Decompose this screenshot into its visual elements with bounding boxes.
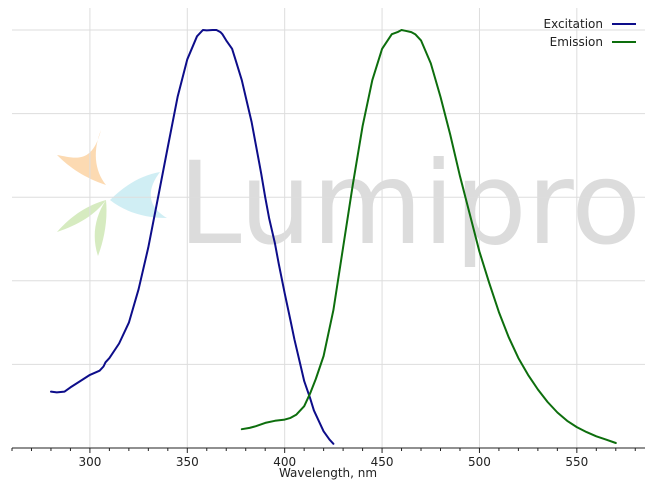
x-tick-label: 450 — [371, 455, 394, 469]
series-line-excitation — [50, 29, 335, 445]
x-axis-label: Wavelength, nm — [279, 466, 377, 480]
series-line-emission — [240, 29, 617, 444]
watermark-petal-cyan — [110, 172, 167, 218]
x-tick-label: 400 — [273, 455, 296, 469]
axes: 300 350 400 450 500 550 — [11, 447, 645, 469]
watermark-logo: Lumiprobe — [57, 130, 649, 270]
x-tick-label: 500 — [468, 455, 491, 469]
series-layer — [50, 29, 617, 445]
watermark-text: Lumiprobe — [178, 137, 649, 270]
grid — [12, 8, 645, 448]
watermark-petal-orange — [57, 130, 106, 185]
watermark-petal-green — [57, 200, 107, 256]
x-tick-label: 300 — [78, 455, 101, 469]
x-tick-label: 550 — [565, 455, 588, 469]
x-tick-label: 350 — [176, 455, 199, 469]
legend: Excitation Emission — [544, 17, 636, 49]
legend-label-excitation: Excitation — [544, 17, 603, 31]
legend-label-emission: Emission — [550, 35, 603, 49]
